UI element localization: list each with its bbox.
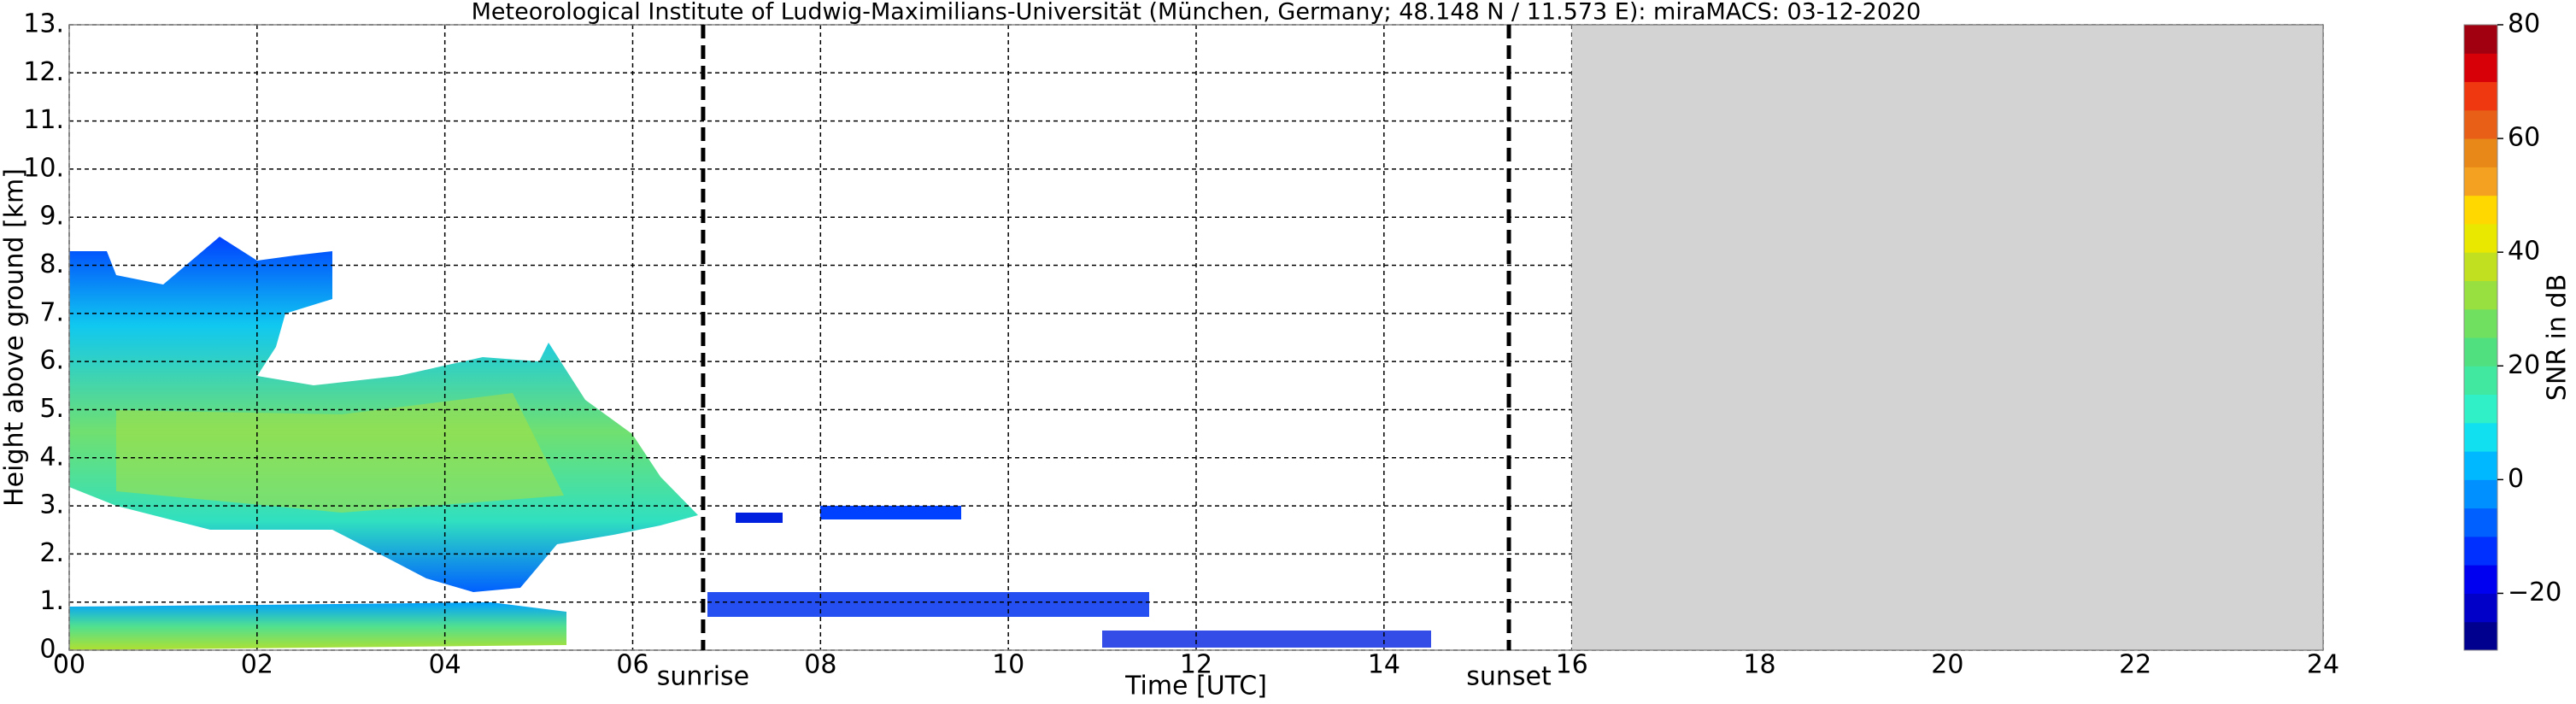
colorbar-segment [2464, 252, 2497, 281]
y-tick-label: 5. [39, 394, 64, 424]
colorbar-segment [2464, 565, 2497, 594]
radar-echoes [69, 237, 1431, 650]
colorbar-tick-label: 0 [2508, 464, 2524, 494]
colorbar-segment [2464, 593, 2497, 623]
y-tick-label: 9. [39, 202, 64, 232]
y-tick-label: 4. [39, 442, 64, 472]
colorbar-segment [2464, 280, 2497, 310]
y-tick-label: 11. [23, 105, 64, 135]
echo [69, 602, 566, 650]
colorbar-segment [2464, 138, 2497, 167]
colorbar-segment [2464, 308, 2497, 338]
x-tick-label: 24 [2307, 650, 2339, 680]
chart-title: Meteorological Institute of Ludwig-Maxim… [472, 0, 1922, 26]
y-tick-label: 0. [39, 635, 64, 665]
colorbar-segment [2464, 422, 2497, 452]
colorbar-segment [2464, 536, 2497, 566]
y-tick-label: 13. [23, 9, 64, 39]
colorbar-segment [2464, 366, 2497, 396]
x-tick-label: 14 [1368, 650, 1400, 680]
x-tick-label: 06 [616, 650, 648, 680]
x-tick-label: 12 [1180, 650, 1212, 680]
y-tick-label: 12. [23, 57, 64, 87]
y-tick-label: 8. [39, 249, 64, 279]
colorbar-tick-label: 40 [2508, 237, 2540, 267]
x-tick-label: 16 [1556, 650, 1588, 680]
y-tick-label: 6. [39, 346, 64, 376]
plot-frame [68, 24, 2324, 651]
y-tick-label: 7. [39, 297, 64, 327]
x-tick-label: 02 [241, 650, 273, 680]
x-tick-label: 10 [992, 650, 1024, 680]
colorbar-segment [2464, 109, 2497, 139]
colorbar-tick-label: −20 [2508, 578, 2561, 607]
colorbar-segment [2464, 479, 2497, 509]
colorbar-segment [2464, 167, 2497, 197]
x-tick-label: 00 [53, 650, 85, 680]
colorbar-frame [2463, 24, 2498, 651]
y-tick-label: 1. [39, 586, 64, 616]
colorbar-tick-label: 60 [2508, 123, 2540, 153]
colorbar-segment [2464, 507, 2497, 537]
colorbar-segment [2464, 451, 2497, 480]
colorbar-tick-label: 20 [2508, 350, 2540, 380]
colorbar-segment [2464, 81, 2497, 111]
echo [707, 592, 1149, 617]
x-tick-label: 20 [1931, 650, 1963, 680]
colorbar-label: SNR in dB [2543, 274, 2573, 401]
x-tick-label: 22 [2119, 650, 2151, 680]
colorbar-tick-label: 80 [2508, 9, 2540, 39]
y-axis-label: Height above ground [km] [0, 168, 30, 507]
y-tick-label: 10. [23, 153, 64, 183]
x-tick-label: 18 [1743, 650, 1775, 680]
x-tick-label: 08 [804, 650, 836, 680]
colorbar-segment [2464, 25, 2497, 54]
x-tick-label: 04 [429, 650, 461, 680]
colorbar-segment [2464, 394, 2497, 424]
colorbar-segment [2464, 195, 2497, 225]
event-label: sunset [1466, 662, 1552, 692]
echo [116, 393, 564, 513]
event-label: sunrise [657, 662, 749, 692]
y-tick-label: 2. [39, 538, 64, 568]
colorbar-segment [2464, 53, 2497, 83]
echo [820, 506, 961, 519]
colorbar-segment [2464, 223, 2497, 253]
echo [1102, 631, 1431, 648]
echo [736, 513, 783, 523]
colorbar-segment [2464, 621, 2497, 651]
x-axis-label: Time [UTC] [1124, 672, 1267, 701]
y-tick-label: 3. [39, 490, 64, 520]
no-data-region [1571, 25, 2323, 650]
colorbar-segment [2464, 337, 2497, 367]
